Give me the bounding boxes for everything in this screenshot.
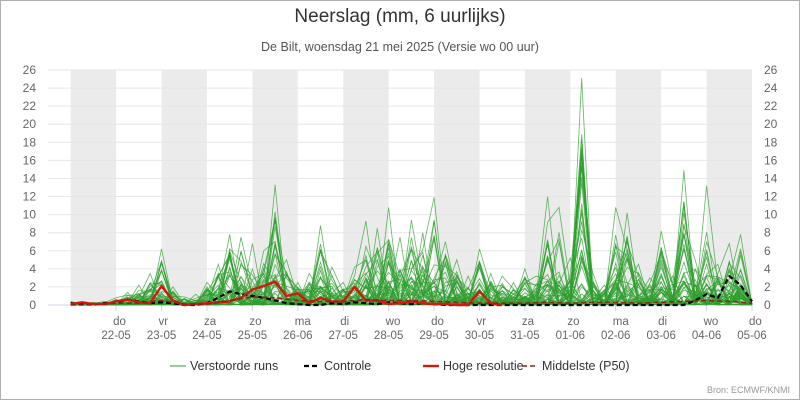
legend-item-label: Middelste (P50) [542,359,630,373]
series-line-middelste-p50 [70,296,753,306]
x-tick-date-label: 03-06 [646,330,675,342]
y-tick-label-left: 8 [29,226,36,240]
y-tick-label-right: 2 [764,280,771,294]
y-tick-label-right: 8 [764,226,771,240]
x-tick-date-label: 24-05 [192,330,221,342]
y-tick-label-left: 2 [29,280,36,294]
day-band [70,70,117,305]
chart-subtitle: De Bilt, woensdag 21 mei 2025 (Versie wo… [261,40,539,54]
x-tick-date-label: 31-05 [510,330,539,342]
y-tick-label-right: 16 [764,153,778,167]
x-tick-day-label: vr [476,316,486,328]
y-tick-label-left: 12 [23,190,37,204]
x-tick-day-label: zo [567,316,579,328]
x-tick-date-label: 25-05 [238,330,267,342]
y-tick-label-right: 18 [764,135,778,149]
x-tick-date-label: 27-05 [329,330,358,342]
y-tick-label-left: 4 [29,262,36,276]
x-tick-date-label: 05-06 [737,330,766,342]
x-tick-day-label: zo [249,316,261,328]
y-tick-label-right: 0 [764,298,771,312]
x-tick-day-label: di [658,316,667,328]
day-band [161,70,207,305]
x-tick-day-label: do [431,316,444,328]
x-tick-day-label: ma [295,316,312,328]
y-tick-label-right: 20 [764,117,778,131]
y-tick-label-left: 6 [29,244,36,258]
y-tick-label-right: 24 [764,81,778,95]
x-tick-date-label: 22-05 [101,330,130,342]
ensemble-member-line [70,212,753,306]
x-tick-day-label: vr [159,316,169,328]
y-tick-label-right: 22 [764,99,778,113]
day-band [524,70,571,305]
x-tick-date-label: 30-05 [465,330,494,342]
x-tick-day-label: za [204,316,217,328]
y-tick-label-left: 10 [23,208,37,222]
x-tick-date-label: 28-05 [374,330,403,342]
x-tick-day-label: za [522,316,535,328]
x-tick-date-label: 26-06 [283,330,312,342]
legend-item-label: Hoge resolutie [443,359,524,373]
legend-item-label: Controle [324,359,371,373]
y-tick-label-left: 14 [23,171,37,185]
y-tick-label-left: 20 [23,117,37,131]
y-tick-label-left: 26 [23,63,37,77]
x-tick-date-label: 23-05 [147,330,176,342]
y-tick-label-left: 16 [23,153,37,167]
x-tick-date-label: 02-06 [601,330,630,342]
y-tick-label-right: 10 [764,208,778,222]
x-tick-day-label: ma [613,316,630,328]
legend-item-label: Verstoorde runs [190,359,278,373]
chart-title: Neerslag (mm, 6 uurlijks) [294,6,506,27]
day-band [343,70,389,305]
y-tick-label-left: 24 [23,81,37,95]
x-tick-day-label: wo [385,316,401,328]
x-tick-date-label: 01-06 [556,330,585,342]
y-tick-label-right: 14 [764,171,778,185]
y-tick-label-left: 22 [23,99,37,113]
x-tick-date-label: 04-06 [692,330,721,342]
y-tick-label-right: 26 [764,63,778,77]
x-tick-day-label: wo [703,316,719,328]
x-tick-day-label: di [340,316,349,328]
y-tick-label-right: 12 [764,190,778,204]
x-tick-date-label: 29-05 [419,330,448,342]
y-tick-label-left: 0 [29,298,36,312]
y-tick-label-left: 18 [23,135,37,149]
y-tick-label-right: 6 [764,244,771,258]
x-tick-day-label: do [113,316,126,328]
source-credit: Bron: ECMWF/KNMI [706,385,790,395]
x-tick-day-label: do [749,316,762,328]
y-tick-label-right: 4 [764,262,771,276]
